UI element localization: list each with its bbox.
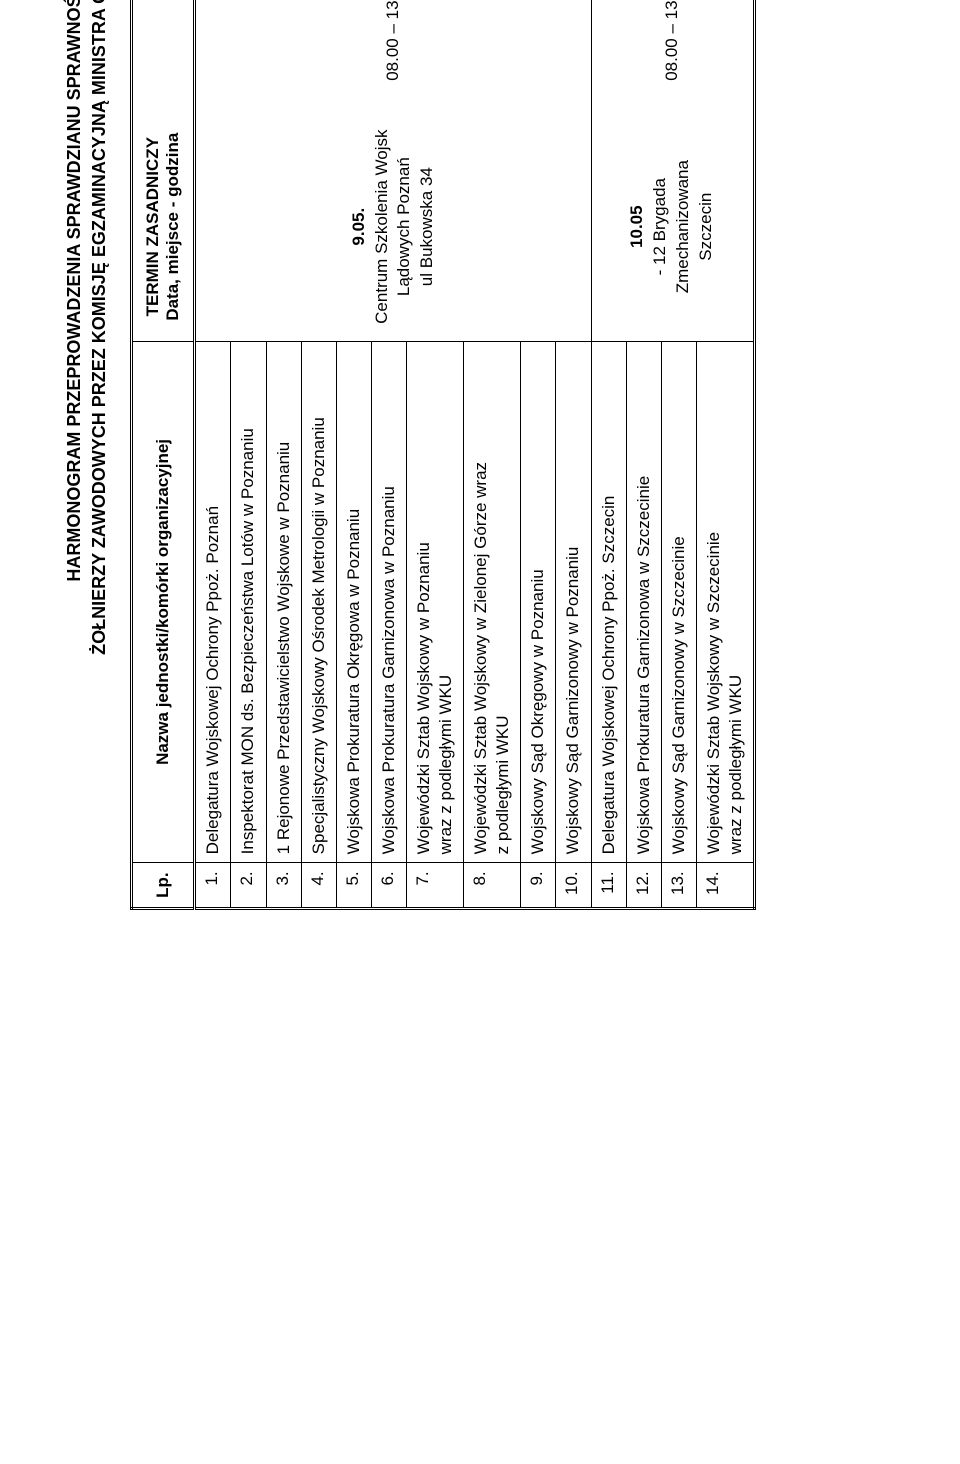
row-name: Wojewódzki Sztab Wojskowy w Szczeciniewr… — [696, 341, 754, 863]
table-row: 11.Delegatura Wojskowej Ochrony Ppoż. Sz… — [591, 0, 626, 909]
table-row: 1.Delegatura Wojskowej Ochrony Ppoż. Poz… — [195, 0, 231, 909]
row-name: Delegatura Wojskowej Ochrony Ppoż. Pozna… — [195, 341, 231, 863]
main-time-cell: 08.00 – 13.30 — [591, 0, 754, 113]
main-date: 10.05 — [627, 205, 646, 248]
row-lp: 13. — [661, 863, 696, 909]
row-lp: 7. — [406, 863, 463, 909]
row-lp: 6. — [371, 863, 406, 909]
header-term-main-l2: Data, miejsce - godzina — [163, 133, 182, 321]
row-name: Delegatura Wojskowej Ochrony Ppoż. Szcze… — [591, 341, 626, 863]
main-location-cell: 9.05.Centrum Szkolenia WojskLądowych Poz… — [195, 113, 591, 341]
header-lp: Lp. — [132, 863, 195, 909]
row-name: Inspektorat MON ds. Bezpieczeństwa Lotów… — [231, 341, 266, 863]
row-lp: 2. — [231, 863, 266, 909]
row-lp: 4. — [301, 863, 336, 909]
row-name: Wojskowy Sąd Garnizonowy w Poznaniu — [556, 341, 591, 863]
table-header-row: Lp. Nazwa jednostki/komórki organizacyjn… — [132, 0, 195, 909]
row-lp: 9. — [521, 863, 556, 909]
header-term-main-l1: TERMIN ZASADNICZY — [143, 137, 162, 316]
row-lp: 10. — [556, 863, 591, 909]
row-name: Wojewódzki Sztab Wojskowy w Poznaniuwraz… — [406, 341, 463, 863]
title-line-2: ŻOŁNIERZY ZAWODOWYCH PRZEZ KOMISJĘ EGZAM… — [89, 0, 109, 655]
row-name: Wojewódzki Sztab Wojskowy w Zielonej Gór… — [464, 341, 521, 863]
row-lp: 8. — [464, 863, 521, 909]
schedule-table: Lp. Nazwa jednostki/komórki organizacyjn… — [130, 0, 756, 910]
page-title: HARMONOGRAM PRZEPROWADZENIA SPRAWDZIANU … — [62, 0, 112, 910]
row-name: Specjalistyczny Wojskowy Ośrodek Metrolo… — [301, 341, 336, 863]
row-name: Wojskowa Prokuratura Okręgowa w Poznaniu — [336, 341, 371, 863]
main-date: 9.05. — [349, 208, 368, 246]
row-lp: 11. — [591, 863, 626, 909]
row-name: Wojskowy Sąd Garnizonowy w Szczecinie — [661, 341, 696, 863]
row-name: Wojskowa Prokuratura Garnizonowa w Szcze… — [626, 341, 661, 863]
row-lp: 14. — [696, 863, 754, 909]
title-line-1: HARMONOGRAM PRZEPROWADZENIA SPRAWDZIANU … — [64, 0, 84, 582]
page-container: Załącznik nr 4 HARMONOGRAM PRZEPROWADZEN… — [0, 0, 960, 960]
row-name: Wojskowa Prokuratura Garnizonowa w Pozna… — [371, 341, 406, 863]
row-name: 1 Rejonowe Przedstawicielstwo Wojskowe w… — [266, 341, 301, 863]
header-term-main: TERMIN ZASADNICZY Data, miejsce - godzin… — [132, 113, 195, 341]
attachment-label: Załącznik nr 4 — [30, 0, 50, 910]
row-name: Wojskowy Sąd Okręgowy w Poznaniu — [521, 341, 556, 863]
header-name: Nazwa jednostki/komórki organizacyjnej — [132, 341, 195, 863]
row-lp: 12. — [626, 863, 661, 909]
main-location-cell: 10.05- 12 BrygadaZmechanizowanaSzczecin — [591, 113, 754, 341]
header-term-main-spacer — [132, 0, 195, 113]
main-time-cell: 08.00 – 13.30 — [195, 0, 591, 113]
table-body: 1.Delegatura Wojskowej Ochrony Ppoż. Poz… — [195, 0, 755, 909]
row-lp: 1. — [195, 863, 231, 909]
row-lp: 5. — [336, 863, 371, 909]
page-footer: Str. 17 z 35 — [762, 0, 778, 910]
row-lp: 3. — [266, 863, 301, 909]
